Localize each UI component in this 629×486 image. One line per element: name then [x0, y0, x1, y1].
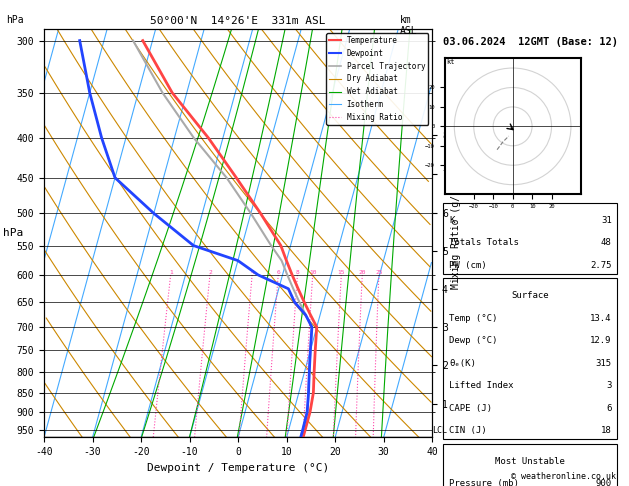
Text: © weatheronline.co.uk: © weatheronline.co.uk	[511, 472, 616, 481]
Text: 20: 20	[359, 270, 366, 275]
Text: 2.75: 2.75	[590, 260, 611, 270]
Legend: Temperature, Dewpoint, Parcel Trajectory, Dry Adiabat, Wet Adiabat, Isotherm, Mi: Temperature, Dewpoint, Parcel Trajectory…	[326, 33, 428, 125]
Text: Surface: Surface	[511, 291, 549, 300]
Text: Dewp (°C): Dewp (°C)	[449, 336, 498, 345]
Text: LCL: LCL	[432, 426, 447, 434]
Text: θₑ(K): θₑ(K)	[449, 359, 476, 367]
Text: hPa: hPa	[3, 228, 23, 238]
X-axis label: Dewpoint / Temperature (°C): Dewpoint / Temperature (°C)	[147, 463, 329, 473]
Text: Totals Totals: Totals Totals	[449, 238, 519, 247]
Text: 900: 900	[596, 479, 611, 486]
Text: Lifted Index: Lifted Index	[449, 381, 513, 390]
Text: CIN (J): CIN (J)	[449, 426, 487, 435]
Text: Pressure (mb): Pressure (mb)	[449, 479, 519, 486]
Text: 03.06.2024  12GMT (Base: 12): 03.06.2024 12GMT (Base: 12)	[443, 37, 618, 47]
Text: kt: kt	[447, 59, 455, 65]
Y-axis label: Mixing Ratio (g/kg): Mixing Ratio (g/kg)	[450, 177, 460, 289]
Text: 3: 3	[606, 381, 611, 390]
Text: Most Unstable: Most Unstable	[496, 456, 565, 466]
FancyBboxPatch shape	[443, 278, 617, 439]
Text: 12.9: 12.9	[590, 336, 611, 345]
Text: 1: 1	[169, 270, 173, 275]
Text: 18: 18	[601, 426, 611, 435]
Text: hPa: hPa	[6, 15, 24, 25]
Text: Temp (°C): Temp (°C)	[449, 313, 498, 323]
Text: 25: 25	[376, 270, 383, 275]
Text: K: K	[449, 216, 454, 225]
Text: km
ASL: km ASL	[399, 15, 417, 36]
Title: 50°00'N  14°26'E  331m ASL: 50°00'N 14°26'E 331m ASL	[150, 16, 326, 26]
Text: CAPE (J): CAPE (J)	[449, 403, 492, 413]
Text: 15: 15	[338, 270, 345, 275]
Text: 4: 4	[250, 270, 254, 275]
Text: 6: 6	[606, 403, 611, 413]
Text: PW (cm): PW (cm)	[449, 260, 487, 270]
Text: 8: 8	[296, 270, 299, 275]
Text: 48: 48	[601, 238, 611, 247]
Text: 13.4: 13.4	[590, 313, 611, 323]
Text: 31: 31	[601, 216, 611, 225]
Text: 2: 2	[208, 270, 212, 275]
FancyBboxPatch shape	[443, 444, 617, 486]
FancyBboxPatch shape	[443, 203, 617, 274]
Text: 10: 10	[309, 270, 316, 275]
Text: 6: 6	[277, 270, 281, 275]
Text: 315: 315	[596, 359, 611, 367]
